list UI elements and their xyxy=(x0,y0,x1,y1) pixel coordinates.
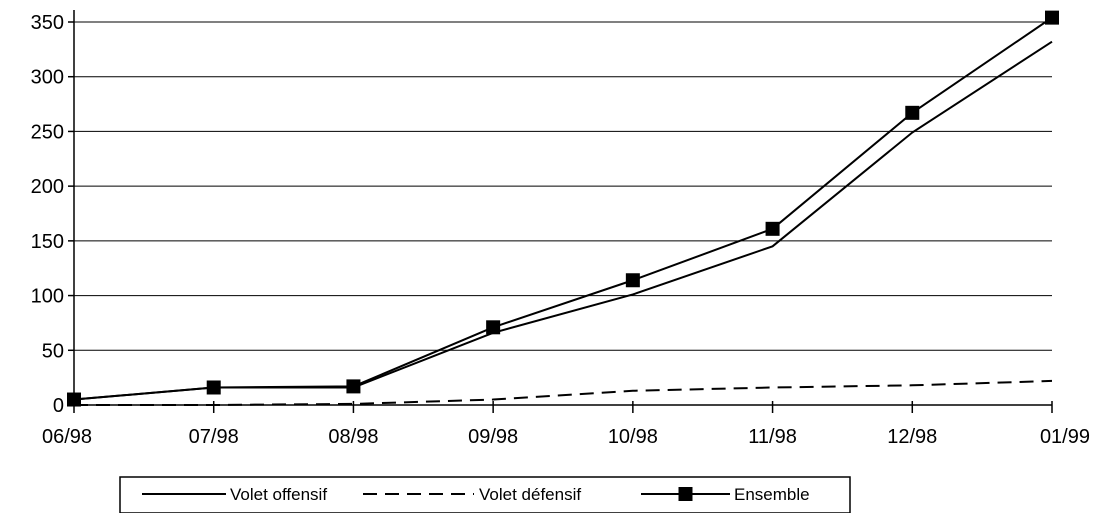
data-point xyxy=(625,273,640,288)
x-tick-label: 09/98 xyxy=(468,426,518,448)
x-tick-label: 10/98 xyxy=(608,426,658,448)
data-point xyxy=(346,379,361,394)
y-tick-label: 250 xyxy=(31,121,64,143)
series-line-1 xyxy=(74,379,1053,406)
series-layer xyxy=(67,10,1059,407)
y-tick-label: 0 xyxy=(53,395,64,417)
series-line-0 xyxy=(73,40,1053,401)
x-tick-labels: 06/98 07/98 08/98 09/98 10/98 11/98 12/98 01/99 xyxy=(42,426,1090,448)
y-tick-label: 100 xyxy=(31,286,64,308)
y-tick-label: 200 xyxy=(31,176,64,198)
data-point xyxy=(486,320,501,335)
legend: Volet offensif Volet défensif Ensemble xyxy=(119,476,851,513)
data-point xyxy=(765,221,780,236)
y-tick-label: 50 xyxy=(42,340,64,362)
legend-label-0: Volet offensif xyxy=(230,485,327,504)
x-tick-label: 06/98 xyxy=(42,426,92,448)
data-point xyxy=(905,105,920,120)
series-line-2 xyxy=(73,16,1053,401)
data-point xyxy=(67,392,81,407)
data-point xyxy=(1045,10,1059,25)
axes xyxy=(68,10,1053,413)
y-tick-label: 150 xyxy=(31,231,64,253)
x-tick-label: 12/98 xyxy=(887,426,937,448)
legend-marker xyxy=(678,487,693,501)
y-tick-label: 350 xyxy=(31,12,64,34)
legend-label-1: Volet défensif xyxy=(479,485,581,504)
x-tick-label: 07/98 xyxy=(189,426,239,448)
legend-label-2: Ensemble xyxy=(734,485,810,504)
y-tick-labels: 0 50 100 150 200 250 300 350 xyxy=(31,12,64,417)
x-tick-label: 01/99 xyxy=(1040,426,1090,448)
y-tick-label: 300 xyxy=(31,67,64,89)
x-tick-label: 08/98 xyxy=(328,426,378,448)
gridlines xyxy=(74,21,1052,351)
x-tick-label: 11/98 xyxy=(748,426,797,448)
data-point xyxy=(206,380,221,395)
